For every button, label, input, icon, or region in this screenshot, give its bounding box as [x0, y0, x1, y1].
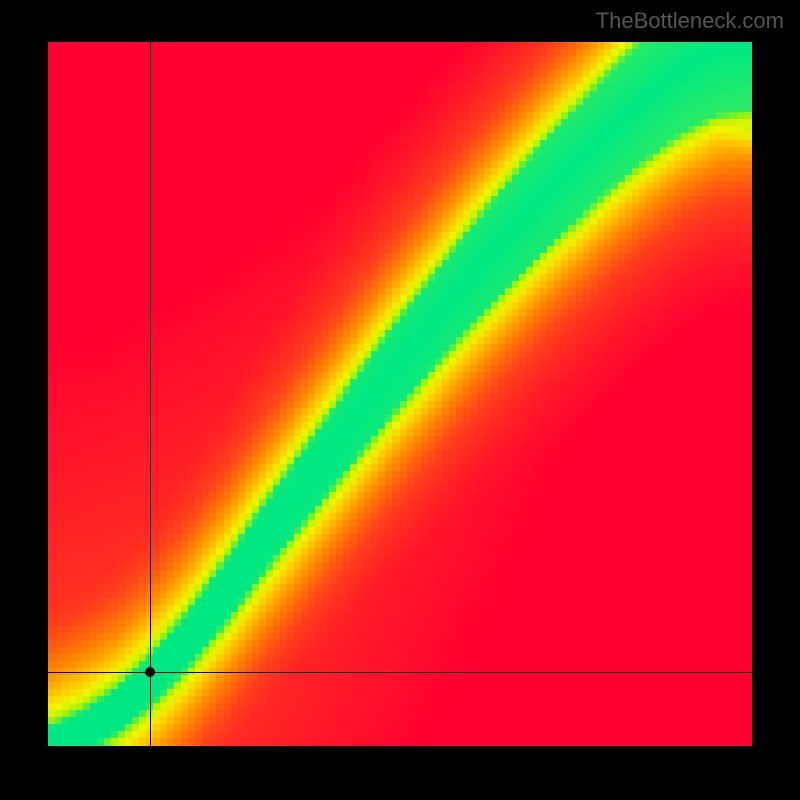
- heatmap-chart: [48, 42, 752, 746]
- crosshair-marker: [145, 667, 155, 677]
- watermark-text: TheBottleneck.com: [596, 8, 784, 34]
- heatmap-canvas: [48, 42, 752, 746]
- crosshair-vertical: [150, 42, 151, 746]
